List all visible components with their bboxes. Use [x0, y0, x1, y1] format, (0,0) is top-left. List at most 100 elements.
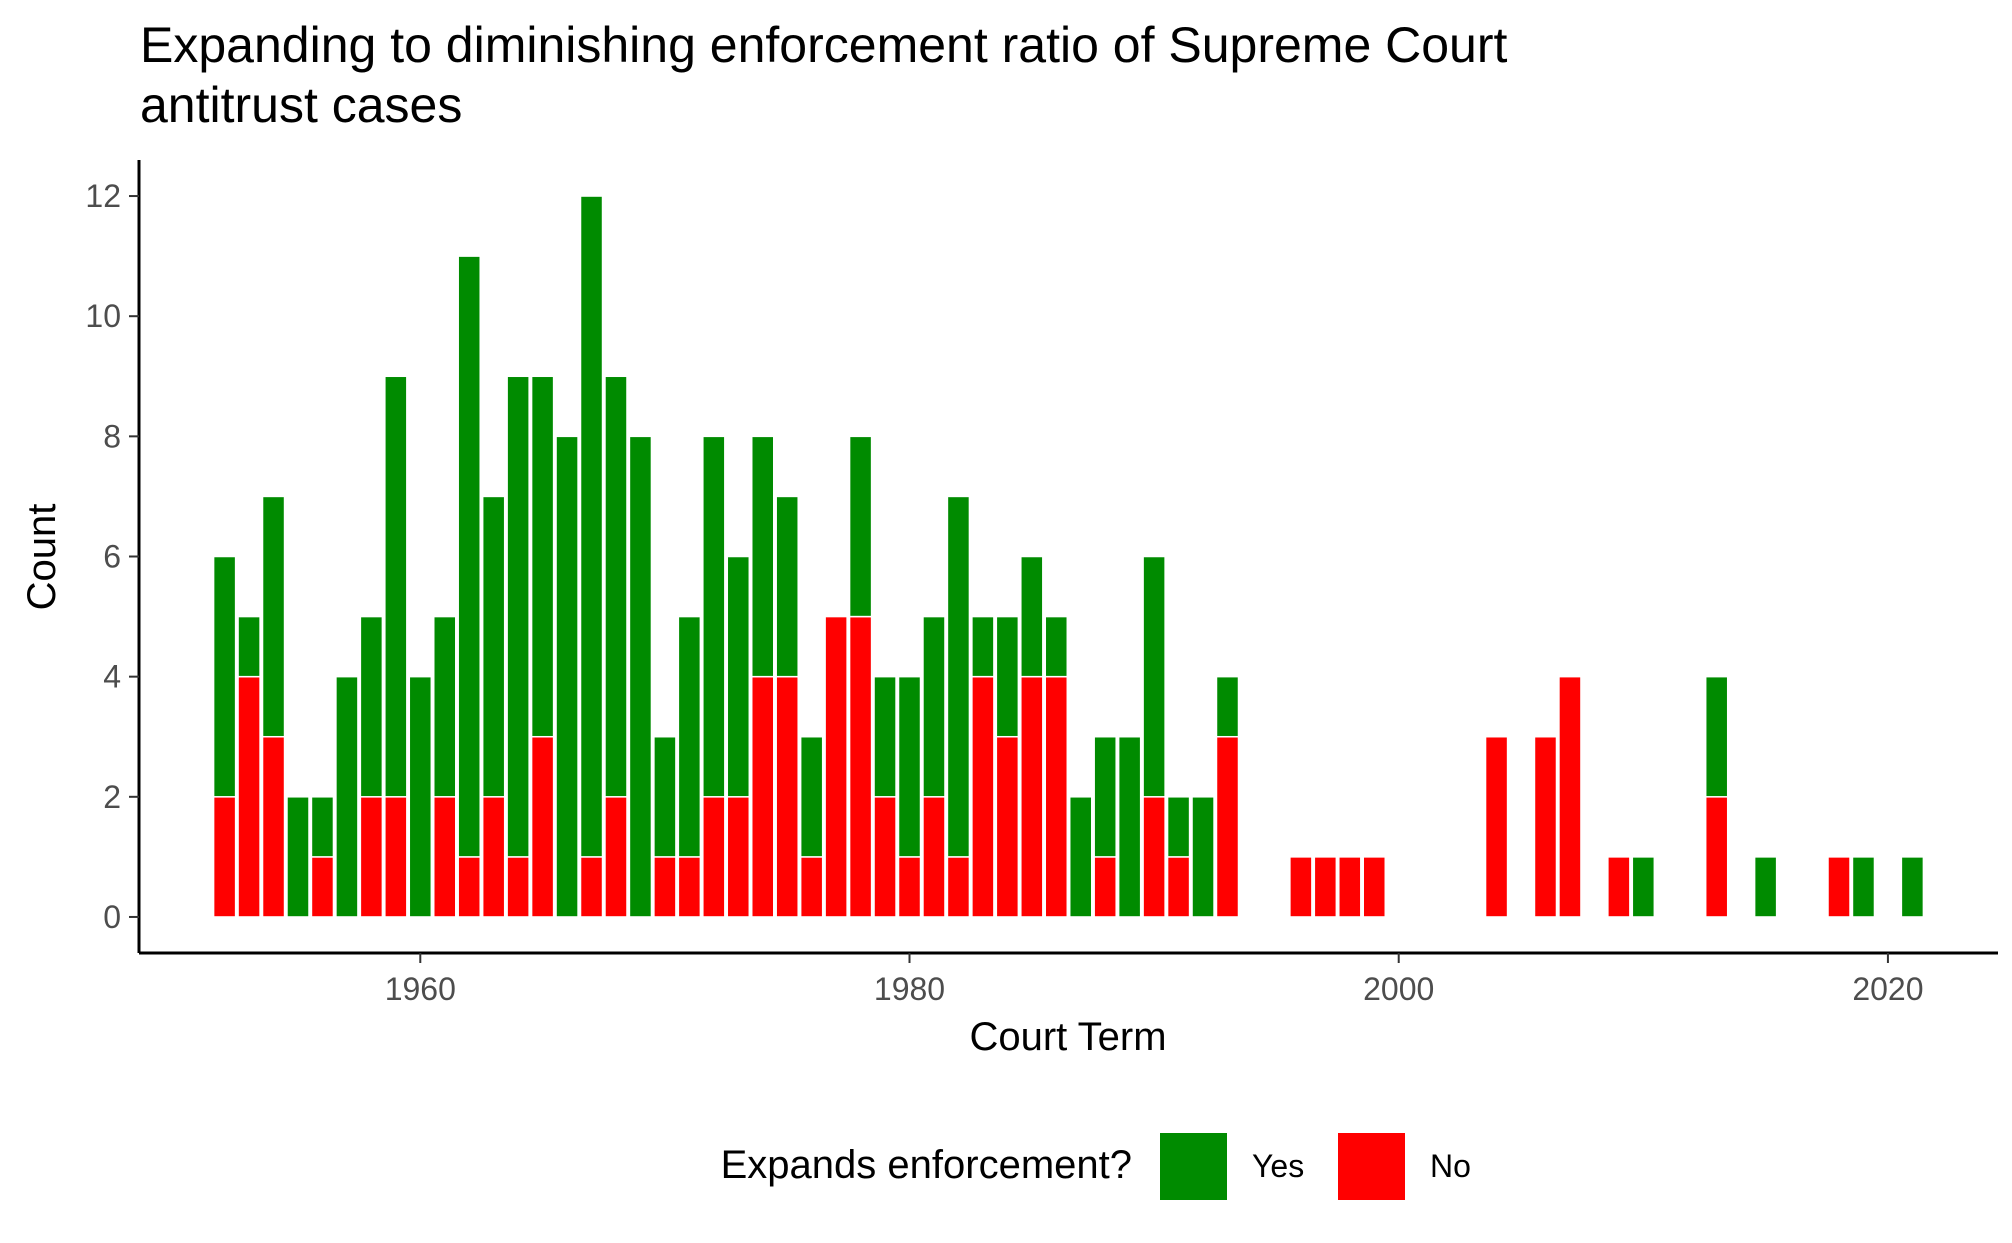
bar-yes-1970 — [653, 735, 677, 858]
bar-yes-1979 — [873, 675, 897, 798]
bar-yes-1962 — [457, 255, 481, 858]
bar-no-1976 — [799, 856, 824, 918]
legend-swatch-no — [1338, 1133, 1405, 1200]
bars — [212, 195, 1925, 918]
legend: Expands enforcement? Yes No — [721, 1133, 1471, 1200]
bar-yes-1976 — [799, 735, 824, 858]
bar-yes-1969 — [628, 435, 653, 918]
bar-no-1959 — [384, 796, 408, 918]
bar-yes-1971 — [677, 615, 702, 858]
x-tick-label: 1980 — [874, 971, 945, 1007]
bar-no-1978 — [848, 615, 873, 918]
bar-yes-2015 — [1753, 856, 1778, 918]
bar-yes-1972 — [702, 435, 726, 798]
legend-title: Expands enforcement? — [721, 1143, 1132, 1187]
legend-swatch-yes — [1160, 1133, 1227, 1200]
bar-no-1993 — [1215, 735, 1240, 918]
bar-yes-1958 — [359, 615, 384, 798]
bar-yes-1985 — [1020, 555, 1044, 678]
bar-no-1964 — [506, 856, 530, 918]
bar-yes-1954 — [261, 495, 286, 738]
bar-no-1999 — [1362, 856, 1387, 918]
bar-no-2013 — [1704, 796, 1729, 918]
bar-no-2018 — [1827, 856, 1851, 918]
bar-yes-1984 — [995, 615, 1020, 738]
bar-no-2009 — [1607, 856, 1631, 918]
bar-no-1967 — [579, 856, 604, 918]
bar-yes-1973 — [726, 555, 751, 798]
bar-yes-2013 — [1704, 675, 1729, 798]
bar-yes-1959 — [384, 375, 408, 798]
bar-yes-1965 — [530, 375, 555, 738]
bar-yes-1975 — [775, 495, 799, 678]
bar-yes-1986 — [1044, 615, 1069, 678]
bar-yes-1989 — [1117, 735, 1142, 918]
bar-no-1963 — [481, 796, 506, 918]
bar-no-1956 — [310, 856, 335, 918]
bar-no-1990 — [1142, 796, 1166, 918]
bar-yes-1980 — [897, 675, 922, 858]
bar-no-1986 — [1044, 675, 1069, 918]
bar-no-2006 — [1533, 735, 1558, 918]
bar-no-1970 — [653, 856, 677, 918]
bar-yes-1978 — [848, 435, 873, 618]
bar-yes-1955 — [286, 796, 310, 918]
bar-no-1977 — [824, 615, 848, 918]
y-axis-ticks: 0 2 4 6 8 10 12 — [85, 178, 139, 935]
bar-yes-2010 — [1631, 856, 1656, 918]
bar-no-2004 — [1484, 735, 1509, 918]
bar-no-1973 — [726, 796, 751, 918]
legend-label-yes: Yes — [1252, 1148, 1304, 1184]
y-axis-title: Count — [20, 504, 64, 611]
bar-yes-1952 — [212, 555, 237, 798]
bar-yes-2019 — [1851, 856, 1876, 918]
bar-yes-1967 — [579, 195, 604, 858]
bar-no-1988 — [1093, 856, 1117, 918]
bar-yes-1982 — [946, 495, 971, 858]
bar-no-1962 — [457, 856, 481, 918]
x-tick-label: 2020 — [1852, 971, 1923, 1007]
bar-yes-1953 — [237, 615, 261, 678]
x-tick-label: 1960 — [385, 971, 456, 1007]
bar-no-1981 — [922, 796, 946, 918]
bar-no-1979 — [873, 796, 897, 918]
bar-yes-1990 — [1142, 555, 1166, 798]
bar-no-1998 — [1338, 856, 1362, 918]
bar-no-1996 — [1289, 856, 1313, 918]
x-axis-ticks: 1960 1980 2000 2020 — [385, 953, 1924, 1007]
bar-yes-2021 — [1900, 856, 1925, 918]
y-tick-label: 4 — [103, 659, 121, 695]
bar-no-1968 — [604, 796, 628, 918]
y-tick-label: 0 — [103, 899, 121, 935]
bar-no-1953 — [237, 675, 261, 918]
bar-yes-1981 — [922, 615, 946, 798]
bar-yes-1988 — [1093, 735, 1117, 858]
x-tick-label: 2000 — [1363, 971, 1434, 1007]
bar-no-1965 — [530, 735, 555, 918]
bar-yes-1991 — [1166, 796, 1191, 858]
bar-no-1974 — [750, 675, 775, 918]
bar-no-1954 — [261, 735, 286, 918]
chart-title-line-2: antitrust cases — [140, 77, 462, 133]
bar-yes-1966 — [555, 435, 579, 918]
bar-no-1961 — [432, 796, 457, 918]
bar-yes-1964 — [506, 375, 530, 858]
bar-no-1972 — [702, 796, 726, 918]
y-tick-label: 12 — [85, 178, 121, 214]
y-tick-label: 2 — [103, 779, 121, 815]
bar-no-1997 — [1313, 856, 1338, 918]
bar-yes-1968 — [604, 375, 628, 798]
bar-no-1991 — [1166, 856, 1191, 918]
y-tick-label: 8 — [103, 418, 121, 454]
bar-no-1952 — [212, 796, 237, 918]
bar-yes-1987 — [1068, 796, 1093, 918]
bar-yes-1963 — [481, 495, 506, 798]
bar-yes-1957 — [335, 675, 359, 918]
bar-no-1971 — [677, 856, 702, 918]
bar-no-1975 — [775, 675, 799, 918]
bar-yes-1956 — [310, 796, 335, 858]
bar-yes-1983 — [971, 615, 995, 678]
bar-no-1958 — [359, 796, 384, 918]
bar-yes-1992 — [1191, 796, 1215, 918]
